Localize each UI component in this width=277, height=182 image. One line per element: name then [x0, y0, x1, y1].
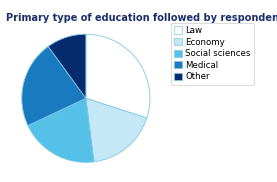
Wedge shape: [86, 34, 150, 118]
Wedge shape: [48, 34, 86, 98]
Wedge shape: [86, 98, 147, 162]
Wedge shape: [28, 98, 94, 162]
Wedge shape: [22, 46, 86, 126]
Text: Primary type of education followed by respondent: Primary type of education followed by re…: [6, 13, 277, 23]
Legend: Law, Economy, Social sciences, Medical, Other: Law, Economy, Social sciences, Medical, …: [171, 23, 254, 85]
